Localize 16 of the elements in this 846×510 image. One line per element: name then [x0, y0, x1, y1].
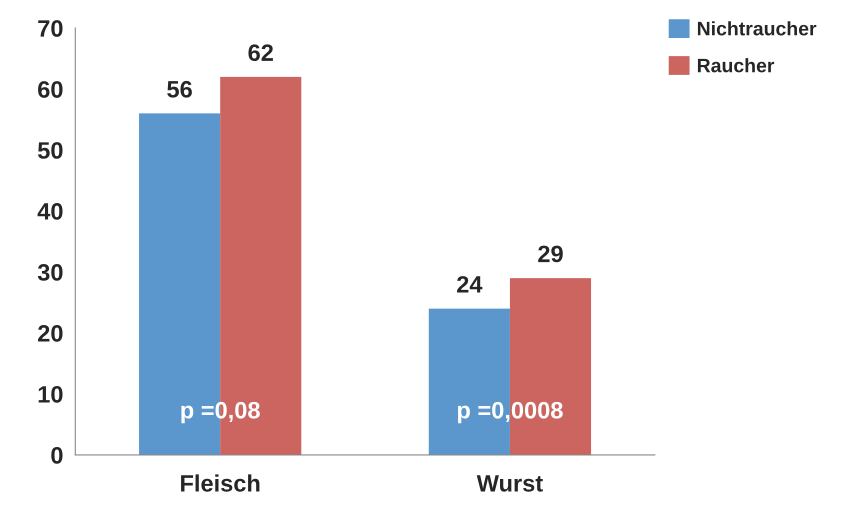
y-tick-label: 30	[38, 264, 63, 281]
legend-label: Nichtraucher	[698, 21, 816, 36]
y-tick-label: 10	[38, 386, 63, 403]
legend-label: Raucher	[698, 58, 774, 72]
y-tick-label: 60	[38, 81, 63, 98]
y-tick-label: 50	[38, 142, 63, 159]
data-label: 29	[538, 246, 563, 262]
y-tick-label: 0	[51, 446, 63, 464]
y-tick-label: 20	[38, 325, 63, 342]
y-tick-label: 40	[38, 203, 63, 220]
data-label: 56	[167, 80, 192, 98]
x-tick-label: Fleisch	[181, 474, 260, 492]
y-tick-label: 70	[38, 20, 63, 37]
data-label: 24	[457, 276, 482, 293]
x-tick-label: Wurst	[476, 475, 543, 492]
data-label: 62	[248, 44, 273, 62]
